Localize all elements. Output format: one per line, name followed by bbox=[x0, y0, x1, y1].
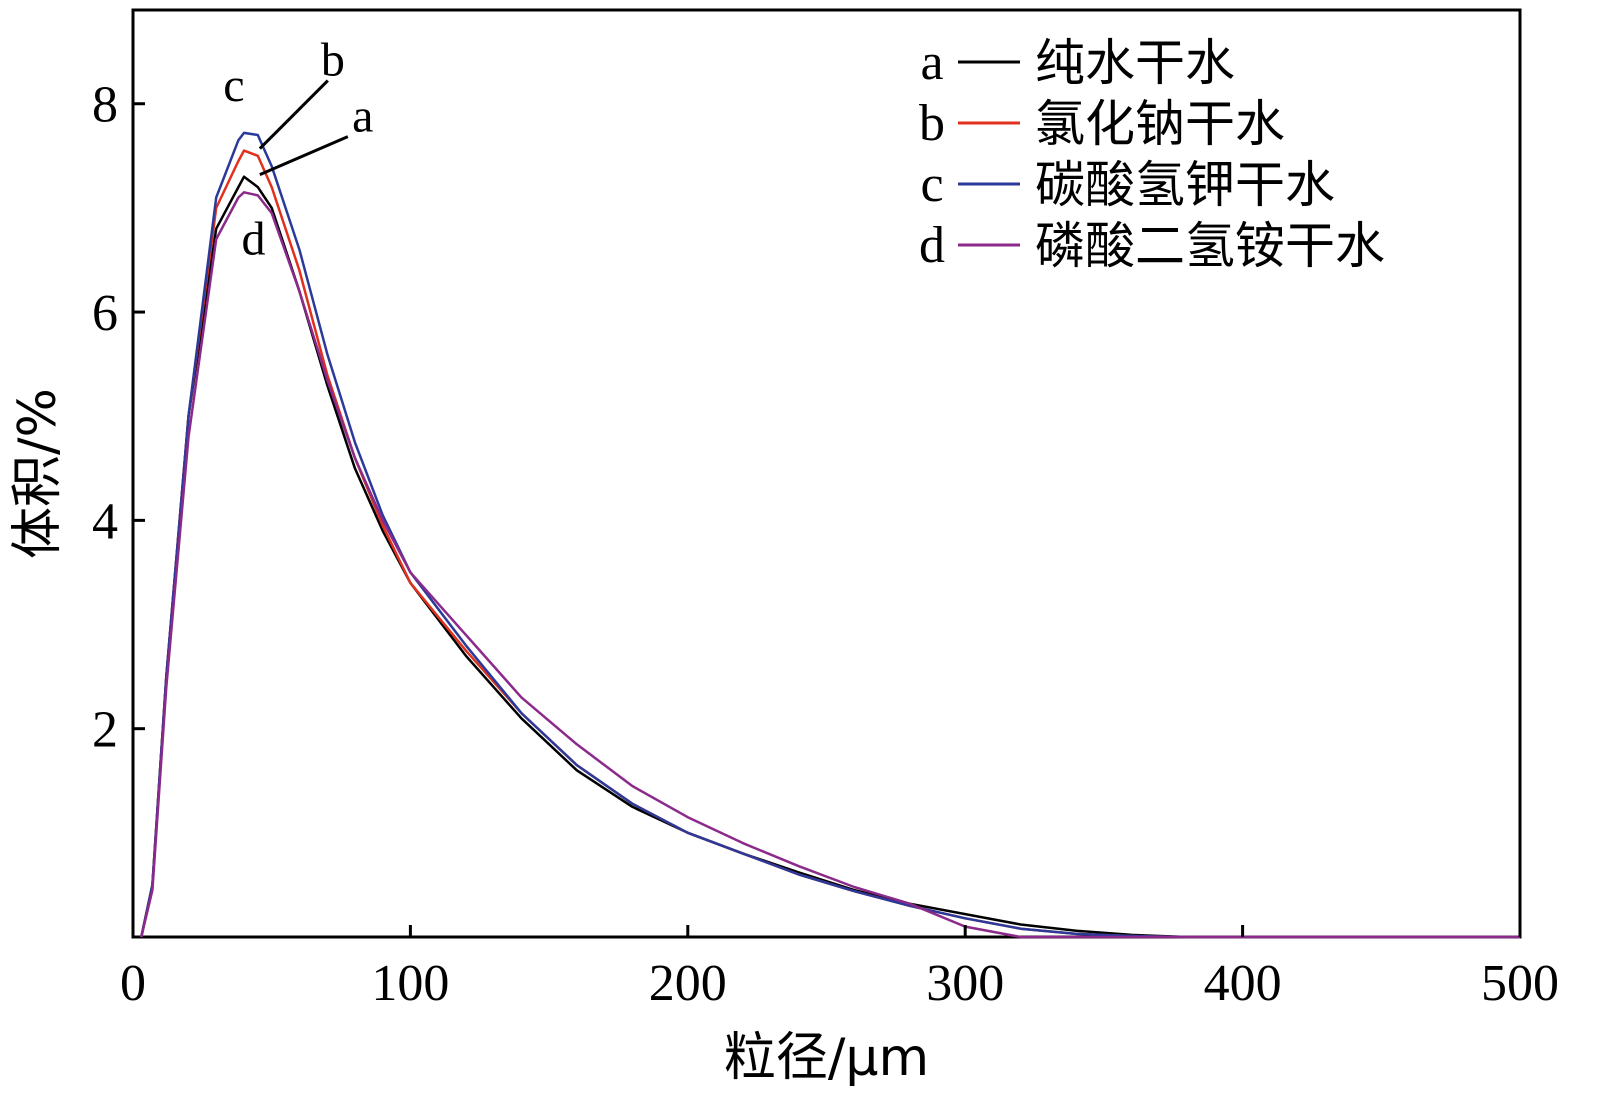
curve-label-c: c bbox=[223, 59, 244, 112]
curve-label-b: b bbox=[321, 34, 345, 87]
legend-key-b: b bbox=[919, 95, 945, 152]
series-line-a bbox=[140, 175, 1520, 939]
x-tick-label: 400 bbox=[1204, 955, 1282, 1012]
plot-frame bbox=[131, 8, 1522, 939]
legend-label-b: 氯化钠干水 bbox=[1035, 95, 1285, 153]
x-tick-label: 0 bbox=[120, 955, 146, 1012]
annotation-leader-b bbox=[258, 79, 329, 150]
y-tick-label: 2 bbox=[92, 702, 118, 759]
x-tick-label: 100 bbox=[371, 955, 449, 1012]
legend-label-d: 磷酸二氢铵干水 bbox=[1035, 217, 1385, 275]
x-tick-label: 500 bbox=[1481, 955, 1559, 1012]
series-line-d bbox=[140, 191, 1520, 939]
y-tick-label: 8 bbox=[92, 77, 118, 134]
legend-label-c: 碳酸氢钾干水 bbox=[1035, 156, 1335, 214]
series-lines bbox=[140, 131, 1520, 939]
series-line-c bbox=[140, 131, 1520, 939]
legend-label-a: 纯水干水 bbox=[1035, 34, 1235, 92]
y-tick-label: 4 bbox=[92, 493, 118, 550]
legend-key-d: d bbox=[919, 217, 945, 274]
annotation-leader-a bbox=[259, 135, 349, 177]
x-axis-title: 粒径/μm bbox=[724, 1028, 929, 1088]
x-tick-label: 300 bbox=[926, 955, 1004, 1012]
curve-annotations: c ba d bbox=[223, 34, 373, 266]
legend: a 纯水干水 b 氯化钠干水 c 碳酸氢钾干水 d 磷酸二氢铵干水 bbox=[919, 34, 1385, 275]
y-axis-title: 体积/% bbox=[8, 388, 68, 559]
curve-label-a: a bbox=[352, 90, 373, 143]
y-tick-label: 6 bbox=[92, 285, 118, 342]
legend-key-a: a bbox=[920, 34, 943, 91]
x-tick-label: 200 bbox=[649, 955, 727, 1012]
plot-area bbox=[131, 8, 1522, 939]
curve-label-d: d bbox=[242, 212, 266, 265]
axis-ticks: 0 100 200 300 400 500 2 4 6 8 bbox=[92, 77, 1559, 1012]
legend-key-c: c bbox=[920, 156, 943, 213]
